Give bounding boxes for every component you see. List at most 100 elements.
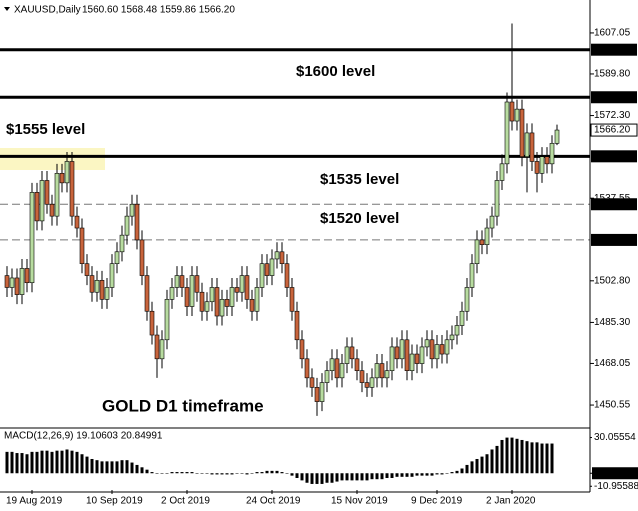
macd-label: MACD(12,26,9) 19.10603 20.84991 [4, 431, 163, 442]
macd-bar [510, 437, 514, 474]
x-tick-label: 19 Aug 2019 [6, 496, 63, 507]
candle-body [394, 346, 400, 360]
macd-bar [300, 473, 304, 481]
macd-bar [520, 439, 524, 474]
candle-body [334, 358, 340, 379]
symbol: XAUUSD,Daily [14, 5, 81, 16]
level-label-box [591, 91, 637, 104]
candle-body [14, 277, 20, 295]
annotation: $1555 level [6, 121, 85, 138]
level-label-box [591, 150, 637, 163]
menu-icon [4, 7, 10, 11]
candle-body [29, 192, 35, 284]
level-label: 1535.00 [594, 199, 631, 210]
macd-bar [460, 468, 464, 474]
macd-bar [450, 472, 454, 474]
macd-bar [240, 473, 244, 474]
candle-body [264, 263, 270, 276]
macd-bar [390, 473, 394, 478]
macd-bar [455, 470, 459, 474]
level-label: 1600.00 [594, 44, 631, 55]
candle-body [219, 299, 225, 317]
candle-body [239, 275, 245, 293]
macd-bar [445, 473, 449, 474]
macd-bar [195, 473, 199, 474]
macd-bar [170, 472, 174, 474]
candle-body [59, 173, 65, 184]
macd-bar [160, 473, 164, 474]
candle-body [304, 358, 310, 379]
candle-body [109, 263, 115, 288]
macd-bar [105, 461, 109, 474]
macd-bar [505, 437, 509, 474]
candle-body [494, 180, 500, 217]
candle-body [439, 344, 445, 355]
candle-body [64, 161, 70, 184]
macd-bar [250, 473, 254, 474]
candle-body [479, 239, 485, 245]
macd-bar [280, 472, 284, 474]
candle-body [274, 251, 280, 260]
macd-bar [190, 472, 194, 474]
macd-bar [385, 473, 389, 478]
macd-bar [115, 461, 119, 474]
macd-bar [155, 473, 159, 474]
macd-bar [125, 460, 129, 474]
candle-body [244, 275, 250, 300]
annotation: GOLD D1 timeframe [102, 396, 264, 415]
level-label-box [591, 198, 637, 211]
candle-body [129, 203, 135, 217]
level-label: 1580.00 [594, 92, 631, 103]
candle-body [489, 215, 495, 229]
candle-body [9, 277, 15, 288]
candle-body [34, 192, 40, 222]
tick-label-box [592, 431, 638, 444]
candle-body [69, 161, 75, 217]
macd-bar [400, 473, 404, 477]
x-tick-label: 24 Oct 2019 [246, 496, 301, 507]
candle-body [354, 358, 360, 371]
candle-body [269, 258, 275, 276]
macd-bar [440, 473, 444, 475]
macd-bar [225, 473, 229, 475]
candle-body [404, 339, 410, 371]
macd-bar [55, 450, 59, 474]
macd-bar [370, 473, 374, 480]
macd-bar [415, 473, 419, 476]
macd-bar [30, 451, 34, 474]
macd-bar [290, 473, 294, 476]
macd-bar [70, 450, 74, 474]
macd-bar [365, 473, 369, 481]
tick-label-box [592, 467, 638, 480]
macd-bar [480, 456, 484, 474]
candle-body [164, 299, 170, 341]
macd-bar [515, 438, 519, 474]
x-tick-label: 2 Oct 2019 [161, 496, 210, 507]
candle-body [344, 346, 350, 364]
candle-body [524, 132, 530, 157]
macd-bar [215, 473, 219, 475]
plot-layer [0, 23, 590, 484]
candle-body [79, 227, 85, 264]
candle-body [134, 203, 140, 241]
level-label-box [591, 233, 637, 246]
macd-bar [255, 472, 259, 474]
candle-body [384, 370, 390, 379]
macd-bar [545, 443, 549, 474]
macd-bar [465, 464, 469, 474]
candle-body [339, 363, 345, 379]
y-tick-label: 1502.80 [594, 275, 631, 286]
macd-bar [35, 451, 39, 474]
macd-bar [180, 472, 184, 474]
macd-bar [75, 451, 79, 474]
macd-bar [260, 472, 264, 474]
candle-body [159, 339, 165, 360]
candle-body [399, 339, 405, 360]
y-tick-label: 1572.30 [594, 110, 631, 121]
macd-bar [60, 450, 64, 474]
candle-body [194, 275, 200, 293]
candle-body [24, 268, 30, 284]
macd-bar [285, 473, 289, 474]
